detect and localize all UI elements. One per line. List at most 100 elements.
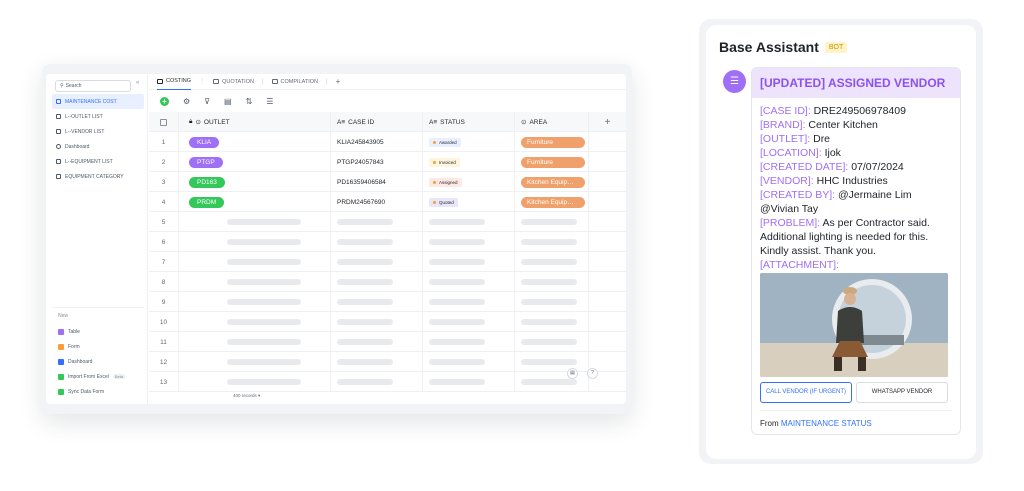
sidebar-item[interactable]: L--VENDOR LIST (52, 124, 144, 139)
record-count[interactable]: 400 records ▾ (233, 393, 261, 398)
sidebar-item[interactable]: MAINTENANCE COST (52, 94, 144, 109)
field-value: DRE249506978409 (810, 105, 906, 117)
sidebar-item[interactable]: EQUIPMENT CATEGORY (52, 169, 144, 184)
sidebar-item-label: L--VENDOR LIST (65, 128, 105, 135)
area-cell[interactable]: Kitchen Equipment (515, 172, 589, 192)
outlet-cell[interactable]: PD163 (179, 172, 331, 192)
row-number: 11 (149, 332, 179, 352)
table-row[interactable]: 6 (149, 232, 626, 252)
source-link[interactable]: MAINTENANCE STATUS (780, 419, 872, 428)
table-row[interactable]: 5 (149, 212, 626, 232)
loading-placeholder (429, 279, 485, 285)
status-tag: Assigned (429, 177, 462, 187)
case-id-cell[interactable]: PTGP24057843 (331, 152, 423, 172)
row-height-icon[interactable]: ☰ (266, 96, 274, 106)
column-header-area[interactable]: ⊙ AREA (515, 112, 589, 132)
column-header-case-id[interactable]: A≡ CASE ID (331, 112, 423, 132)
table-row[interactable]: 2 PTGP PTGP24057843 Invoiced Furniture (149, 152, 626, 172)
outlet-cell[interactable]: PRDM (179, 192, 331, 212)
loading-cell (331, 372, 423, 392)
tab-label: QUOTATION (222, 78, 254, 85)
sidebar-item[interactable]: L--EQUIPMENT LIST (52, 154, 144, 169)
outlet-cell[interactable]: PTGP (179, 152, 331, 172)
message-title: [UPDATED] ASSIGNED VENDOR (752, 68, 960, 98)
whatsapp-vendor-button[interactable]: WHATSAPP VENDOR (856, 382, 948, 403)
area-cell[interactable]: Kitchen Equipment (515, 192, 589, 212)
loading-placeholder (521, 219, 577, 225)
outlet-tag: PRDM (189, 196, 225, 208)
new-item[interactable]: Import From Excel Beta (54, 369, 146, 384)
loading-cell (331, 292, 423, 312)
field-value: Ijok (821, 147, 841, 159)
table-row[interactable]: 7 (149, 252, 626, 272)
outlet-tag: KLIA (189, 136, 220, 148)
new-item[interactable]: Dashboard (54, 354, 146, 369)
help-icon[interactable]: ? (587, 368, 598, 379)
table-icon (56, 99, 61, 104)
group-icon[interactable]: ▤ (224, 96, 232, 106)
new-item[interactable]: Table (54, 324, 146, 339)
outlet-cell[interactable]: KLIA (179, 132, 331, 152)
table-row[interactable]: 9 (149, 292, 626, 312)
new-item[interactable]: Form (54, 339, 146, 354)
area-cell[interactable]: Furniture (515, 132, 589, 152)
sort-icon[interactable]: ⇅ (245, 96, 253, 106)
call-vendor-button[interactable]: CALL VENDOR (IF URGENT) (760, 382, 852, 403)
table-row[interactable]: 3 PD163 PD16359406584 Assigned Kitchen Equip… (149, 172, 626, 192)
sidebar-item-label: Dashboard (65, 143, 90, 150)
loading-cell (423, 292, 515, 312)
status-cell[interactable]: Assigned (423, 172, 515, 192)
case-id-cell[interactable]: PRDM24567690 (331, 192, 423, 212)
row-number: 3 (149, 172, 179, 192)
add-column-button[interactable]: + (604, 116, 611, 128)
table-row[interactable]: 12 (149, 352, 626, 372)
add-table-button[interactable]: + (335, 77, 341, 86)
area-tag: Furniture (521, 156, 585, 168)
tab-quotation[interactable]: QUOTATION (213, 74, 254, 90)
case-id-cell[interactable]: PD16359406584 (331, 172, 423, 192)
field-value: Center Kitchen (805, 119, 878, 131)
table-row[interactable]: 8 (149, 272, 626, 292)
message-body: [CASE ID]: DRE249506978409 [BRAND]: Cente… (752, 98, 960, 377)
column-header-status[interactable]: A≡ STATUS (423, 112, 515, 132)
table-row[interactable]: 13 (149, 372, 626, 392)
area-tag: Kitchen Equipment (521, 196, 585, 208)
sidebar-item[interactable]: L--OUTLET LIST (52, 109, 144, 124)
status-cell[interactable]: Invoiced (423, 152, 515, 172)
area-cell[interactable]: Furniture (515, 152, 589, 172)
status-dot (433, 200, 436, 204)
tab-costing[interactable]: COSTING (157, 74, 192, 90)
filter-icon[interactable]: ⊽ (204, 96, 211, 106)
status-cell[interactable]: Awarded (423, 132, 515, 152)
loading-placeholder (227, 379, 301, 385)
collapse-sidebar-button[interactable]: « (136, 80, 140, 86)
table-row[interactable]: 4 PRDM PRDM24567690 Quoted Kitchen Equipment (149, 192, 626, 212)
table-row[interactable]: 11 (149, 332, 626, 352)
row-number: 9 (149, 292, 179, 312)
case-id-cell[interactable]: KLIA245843905 (331, 132, 423, 152)
loading-placeholder (337, 319, 393, 325)
table-row[interactable]: 10 (149, 312, 626, 332)
add-record-button[interactable]: + (160, 96, 169, 106)
loading-cell (179, 272, 331, 292)
select-all-cell[interactable] (149, 112, 179, 132)
select-all-checkbox[interactable] (160, 118, 167, 126)
document-icon[interactable]: ▤ (567, 368, 578, 379)
tab-compilation[interactable]: COMPILATION (271, 74, 318, 90)
search-input[interactable]: ⚲ Search (55, 80, 131, 92)
field-value: @Jermaine Lim @Vivian Tay (760, 189, 912, 215)
settings-icon[interactable]: ⚙ (183, 96, 191, 106)
table-row[interactable]: 1 KLIA KLIA245843905 Awarded Furniture (149, 132, 626, 152)
new-sync-data-form-icon (58, 388, 64, 395)
attachment-image[interactable] (760, 273, 948, 377)
table-icon (56, 159, 61, 164)
column-header-outlet[interactable]: 🔒︎ ⊙ OUTLET (179, 112, 331, 132)
add-column-cell (589, 252, 626, 272)
loading-cell (515, 232, 589, 252)
add-column-cell (589, 192, 626, 212)
sidebar-item[interactable]: Dashboard (52, 139, 144, 154)
add-column-cell (589, 312, 626, 332)
status-cell[interactable]: Quoted (423, 192, 515, 212)
tab-more-icon[interactable]: ⋮ (199, 79, 206, 85)
new-item[interactable]: Sync Data Form (54, 384, 146, 399)
